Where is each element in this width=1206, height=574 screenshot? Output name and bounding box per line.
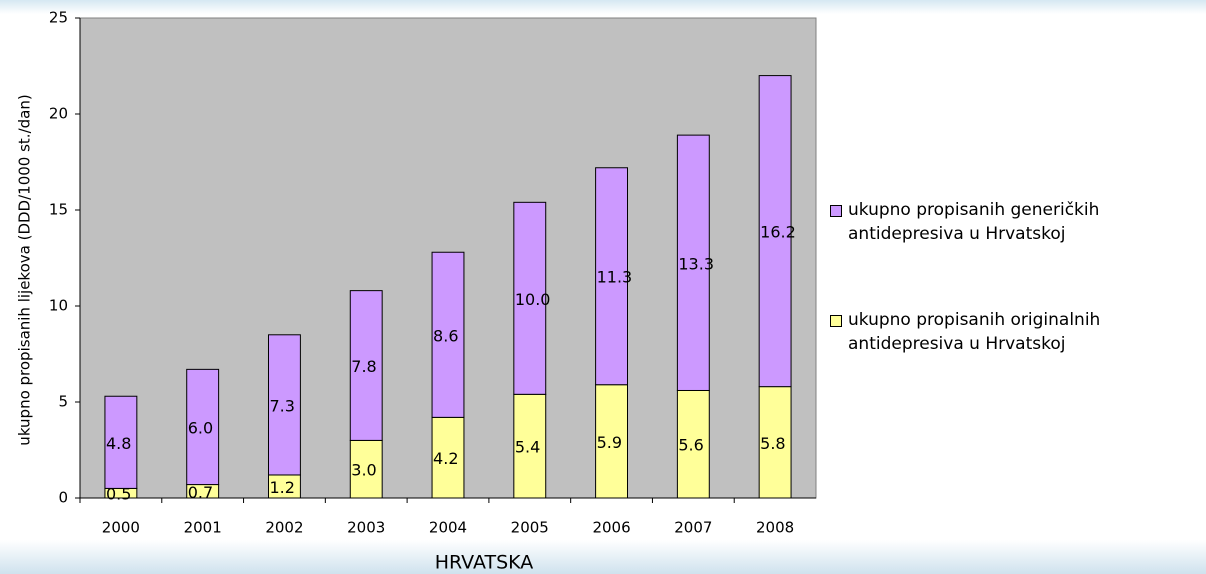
data-label: 11.3: [597, 268, 633, 287]
data-label: 0.5: [106, 485, 131, 504]
x-tick-label: 2002: [265, 519, 303, 537]
data-label: 5.6: [678, 436, 703, 455]
bar-segment: [758, 386, 792, 499]
bar-segment: [104, 395, 138, 489]
data-label: 5.9: [597, 433, 622, 452]
data-label: 1.2: [269, 478, 294, 497]
y-tick-label: 5: [58, 393, 68, 411]
data-label: 6.0: [188, 418, 213, 437]
bar-segment: [349, 290, 383, 441]
bar-segment: [676, 134, 710, 391]
x-tick-label: 2006: [592, 519, 630, 537]
y-tick-label: 15: [49, 201, 68, 219]
bar-segment: [595, 384, 629, 499]
y-axis-label: ukupno propisanih lijekova (DDD/1000 st.…: [16, 94, 34, 445]
data-label: 8.6: [433, 326, 458, 345]
bar-segment: [758, 75, 792, 388]
x-tick-label: 2003: [347, 519, 385, 537]
data-label: 0.7: [188, 483, 213, 502]
legend-label: ukupno propisanih generičkih antidepresi…: [848, 200, 1100, 244]
data-label: 4.8: [106, 434, 131, 453]
x-tick-label: 2001: [184, 519, 222, 537]
legend-item: ukupno propisanih originalnih antidepres…: [830, 308, 1200, 356]
x-tick-label: 2000: [102, 519, 140, 537]
data-label: 7.3: [269, 396, 294, 415]
bar-segment: [267, 334, 301, 476]
legend-swatch: [830, 205, 842, 217]
data-label: 3.0: [351, 461, 376, 480]
bar-segment: [513, 201, 547, 395]
data-label: 13.3: [678, 254, 714, 273]
x-tick-label: 2005: [511, 519, 549, 537]
y-tick-label: 20: [49, 105, 68, 123]
bar-segment: [676, 389, 710, 499]
legend-item: ukupno propisanih generičkih antidepresi…: [830, 198, 1200, 246]
y-tick-label: 0: [58, 489, 68, 507]
data-label: 16.2: [760, 223, 796, 242]
data-label: 5.8: [760, 434, 785, 453]
data-label: 10.0: [515, 290, 551, 309]
y-tick-label: 10: [49, 297, 68, 315]
x-tick-label: 2008: [756, 519, 794, 537]
y-tick-label: 25: [49, 9, 68, 27]
bar-segment: [431, 251, 465, 418]
bar-segment: [186, 368, 220, 486]
legend-label: ukupno propisanih originalnih antidepres…: [848, 310, 1101, 354]
x-tick-label: 2007: [674, 519, 712, 537]
bar-segment: [513, 393, 547, 499]
bar-segment: [349, 439, 383, 499]
x-tick-label: 2004: [429, 519, 467, 537]
legend-swatch: [830, 315, 842, 327]
data-label: 5.4: [515, 438, 540, 457]
data-label: 4.2: [433, 449, 458, 468]
bar-segment: [595, 167, 629, 386]
x-axis-label: HRVATSKA: [435, 552, 534, 574]
data-label: 7.8: [351, 357, 376, 376]
